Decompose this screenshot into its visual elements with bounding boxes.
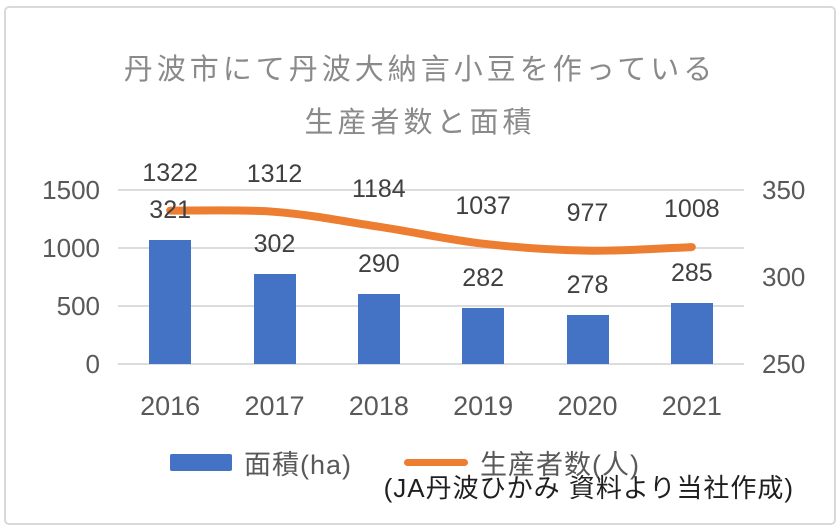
x-axis-label: 2021 [661,391,722,421]
legend-item-area: 面積(ha) [170,443,352,482]
area-bar [253,273,296,364]
x-axis-label: 2020 [557,391,618,421]
area-bar-label: 282 [462,264,505,293]
area-bar-label: 278 [566,271,609,300]
area-bar [566,315,609,364]
chart-title-line2: 生産者数と面積 [304,107,536,139]
x-axis-label: 2016 [140,391,201,421]
producers-point-label: 977 [566,198,609,227]
y-axis-right-tick: 300 [762,262,806,292]
gridline [118,305,744,307]
gridline [118,363,744,365]
gridline [118,189,744,191]
producers-point-label: 1184 [351,174,406,203]
y-axis-left-tick: 0 [85,349,100,379]
source-note: (JA丹波ひかみ 資料より当社作成) [383,473,794,503]
y-axis-left-tick: 500 [56,291,100,321]
y-axis-right-tick: 350 [762,175,806,205]
legend-label-producers: 生産者数(人) [480,450,640,480]
producers-point-label: 1322 [142,158,198,187]
area-bar [357,294,400,364]
area-bar-label: 302 [253,229,296,258]
y-axis-left-tick: 1500 [42,175,100,205]
y-axis-left-tick: 1000 [42,233,100,263]
x-axis-label: 2018 [348,391,409,421]
area-bar-label: 321 [149,196,192,225]
x-axis-label: 2019 [453,391,514,421]
area-series-swatch-icon [170,454,232,471]
area-bar-label: 285 [670,259,713,288]
x-axis-label: 2017 [244,391,305,421]
legend-item-producers: 生産者数(人) [404,443,640,482]
producers-point-label: 1037 [455,191,511,220]
y-axis-right-tick: 250 [762,349,806,379]
producers-point-label: 1312 [246,159,303,188]
area-bar [462,308,505,364]
legend-label-area: 面積(ha) [244,450,353,480]
chart-title-line1: 丹波市にて丹波大納言小豆を作っている [123,54,717,86]
producers-point-label: 1008 [664,195,720,224]
producers-series-swatch-icon [404,459,469,466]
area-bar [149,240,192,364]
legend: 面積(ha) 生産者数(人) [0,443,810,482]
area-bar-label: 290 [357,250,400,279]
chart-frame [4,6,836,525]
area-bar [670,303,713,364]
